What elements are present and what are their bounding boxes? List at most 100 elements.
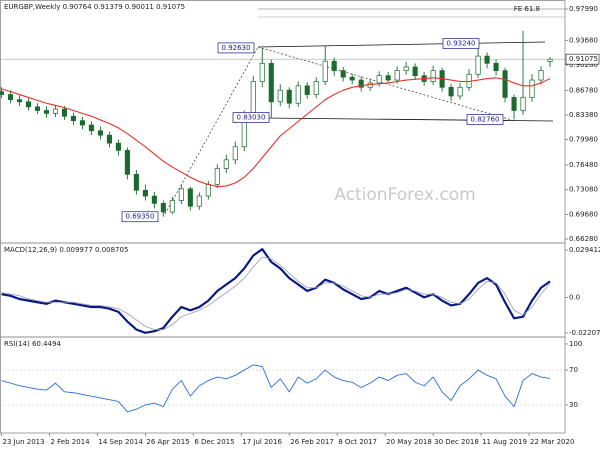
y-tick-label: 0.93680: [569, 36, 598, 44]
candle-body: [160, 202, 166, 213]
candle-body: [268, 63, 274, 103]
candle-body: [304, 85, 310, 95]
x-tick-label: 2 Feb 2014: [50, 438, 90, 446]
candle-body: [529, 79, 535, 98]
annotation-label: 0.82760: [471, 115, 500, 123]
series-line: [1, 256, 551, 330]
candle-body: [349, 76, 355, 81]
candle-body: [412, 66, 418, 77]
candle-body: [502, 70, 508, 98]
annotation-box: [466, 114, 504, 125]
trend-line: [257, 41, 546, 48]
x-tick-label: 8 Oct 2017: [338, 438, 377, 446]
x-tick-label: 17 Jul 2016: [242, 438, 282, 446]
candle-body: [124, 150, 130, 175]
series-line: [1, 364, 551, 413]
candle-body: [70, 115, 76, 122]
y-tick-label: 0.76480: [569, 161, 598, 169]
last-price-label: 0.91075: [569, 55, 598, 63]
y-tick-label: 30: [569, 401, 578, 409]
x-tick-label: 14 Sep 2014: [98, 438, 143, 446]
y-tick-label: 0.86780: [569, 86, 598, 94]
candle-body: [385, 75, 391, 81]
candle-body: [7, 94, 14, 100]
x-tick-label: 26 Feb 2017: [290, 438, 334, 446]
candle-body: [511, 97, 517, 111]
y-tick-label: 0.66280: [569, 235, 598, 243]
y-tick-label: 0.029412: [569, 246, 600, 254]
candle-body: [394, 70, 400, 81]
x-tick-label: 30 Dec 2018: [434, 438, 479, 446]
y-tick-label: 70: [569, 366, 578, 374]
candle-body: [178, 188, 184, 201]
candle-body: [61, 108, 67, 117]
candle-body: [16, 99, 23, 103]
candle-body: [277, 89, 283, 103]
candle-body: [115, 142, 121, 151]
candle-body: [0, 91, 5, 95]
annotation-box: [121, 211, 159, 223]
candle-body: [448, 86, 454, 97]
candle-body: [88, 124, 94, 132]
moving-average: [1, 77, 551, 188]
watermark: ActionForex.com: [334, 185, 475, 205]
x-tick-label: 26 Apr 2015: [146, 438, 189, 446]
candle-body: [142, 189, 148, 197]
y-tick-label: 0.90280: [569, 61, 598, 69]
x-tick-label: 20 May 2018: [386, 438, 432, 446]
annotation-label: 0.92630: [222, 44, 251, 52]
candle-body: [43, 110, 50, 114]
x-tick-label: 22 Mar 2020: [530, 438, 574, 446]
y-tick-label: 0.0: [569, 293, 580, 301]
candle-body: [286, 89, 292, 104]
rsi-panel: [0, 336, 566, 434]
annotation-label: 0.83030: [237, 114, 266, 122]
fe-label: FE 61.8: [514, 5, 540, 13]
y-tick-label: 0.69680: [569, 210, 598, 218]
candle-body: [457, 86, 463, 97]
candle-body: [223, 159, 229, 169]
annotation-label: 0.69350: [126, 213, 155, 221]
candle-body: [205, 184, 211, 197]
candle-body: [34, 106, 41, 111]
x-tick-label: 6 Dec 2015: [194, 438, 234, 446]
candle-body: [232, 146, 238, 161]
candle-body: [97, 130, 103, 136]
candle-body: [376, 75, 382, 84]
y-tick-label: -0.022074: [569, 329, 600, 337]
series-line: [1, 248, 551, 334]
last-price-box: [565, 53, 600, 65]
y-tick-label: 0.97990: [569, 5, 598, 13]
candle-body: [358, 79, 364, 88]
macd-title: MACD(12,26,9) 0.009977 0.008705: [4, 246, 128, 254]
annotation-box: [232, 112, 270, 123]
candle-body: [79, 120, 85, 126]
candle-body: [52, 108, 59, 114]
candle-body: [151, 195, 157, 204]
trend-line: [264, 117, 554, 122]
candle-body: [295, 85, 301, 104]
candle-body: [322, 60, 328, 82]
candle-body: [493, 63, 499, 71]
candle-body: [187, 188, 193, 207]
y-tick-label: 0.73080: [569, 186, 598, 194]
candle-body: [133, 173, 139, 191]
candle-body: [25, 101, 32, 108]
y-tick-label: 100: [569, 340, 582, 348]
candle-body: [196, 195, 202, 207]
annotation-box: [442, 38, 480, 49]
chart-title: EURGBP,Weekly 0.90764 0.91379 0.90011 0.…: [4, 3, 185, 11]
candle-body: [214, 168, 220, 185]
candle-body: [538, 70, 544, 81]
y-tick-label: 0.79980: [569, 136, 598, 144]
candle-body: [520, 97, 526, 111]
candle-body: [313, 81, 319, 95]
candle-body: [484, 55, 490, 64]
candle-body: [475, 55, 481, 75]
candle-body: [331, 60, 337, 71]
candle-body: [169, 200, 175, 213]
candle-body: [106, 134, 112, 144]
candle-body: [403, 66, 409, 71]
candle-body: [340, 70, 346, 78]
